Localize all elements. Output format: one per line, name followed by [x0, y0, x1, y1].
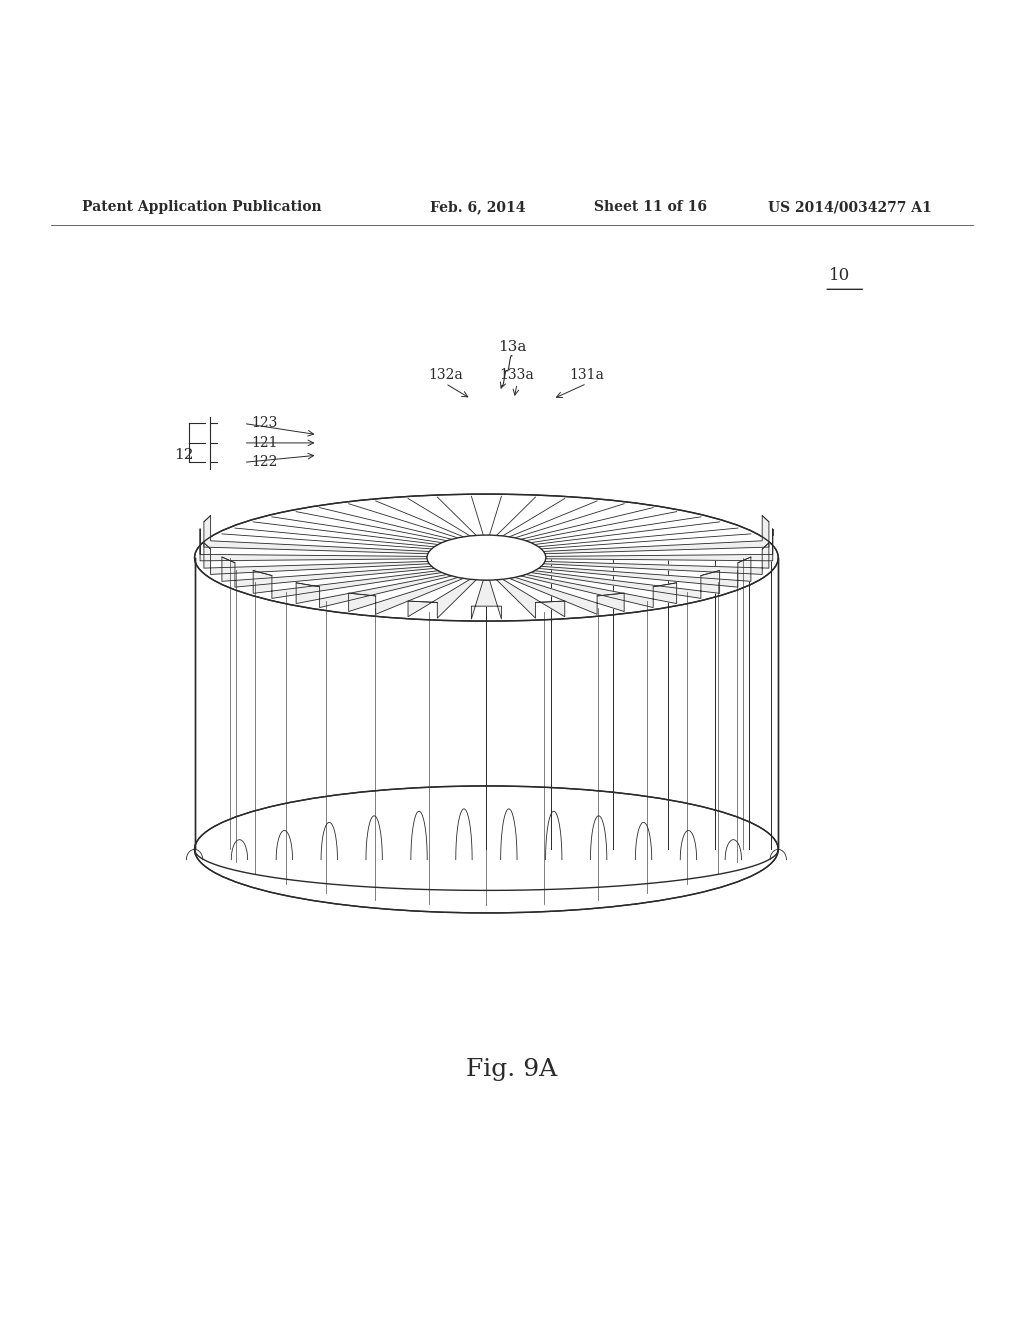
- Text: 13a: 13a: [498, 339, 526, 354]
- Polygon shape: [204, 543, 429, 574]
- Polygon shape: [546, 529, 773, 561]
- Polygon shape: [544, 516, 769, 554]
- Text: Fig. 9A: Fig. 9A: [466, 1059, 558, 1081]
- Polygon shape: [544, 543, 769, 574]
- Polygon shape: [296, 574, 452, 607]
- Polygon shape: [471, 579, 502, 619]
- Polygon shape: [521, 574, 677, 607]
- Polygon shape: [408, 579, 476, 618]
- Text: Feb. 6, 2014: Feb. 6, 2014: [430, 201, 525, 214]
- Polygon shape: [348, 577, 464, 614]
- Text: 121: 121: [251, 436, 278, 450]
- Text: Sheet 11 of 16: Sheet 11 of 16: [594, 201, 707, 214]
- Polygon shape: [530, 570, 720, 598]
- Text: 122: 122: [251, 455, 278, 470]
- Polygon shape: [253, 570, 442, 598]
- Text: 133a: 133a: [500, 368, 535, 383]
- Text: 123: 123: [251, 416, 278, 430]
- Polygon shape: [200, 529, 427, 561]
- Polygon shape: [539, 557, 751, 587]
- Ellipse shape: [427, 535, 546, 579]
- Polygon shape: [497, 579, 565, 618]
- Polygon shape: [222, 557, 434, 587]
- Text: 131a: 131a: [569, 368, 604, 383]
- Text: US 2014/0034277 A1: US 2014/0034277 A1: [768, 201, 932, 214]
- Text: 10: 10: [829, 268, 850, 285]
- Text: 132a: 132a: [428, 368, 463, 383]
- Text: 12: 12: [174, 449, 195, 462]
- Polygon shape: [204, 516, 429, 554]
- Polygon shape: [509, 577, 625, 614]
- Text: Patent Application Publication: Patent Application Publication: [82, 201, 322, 214]
